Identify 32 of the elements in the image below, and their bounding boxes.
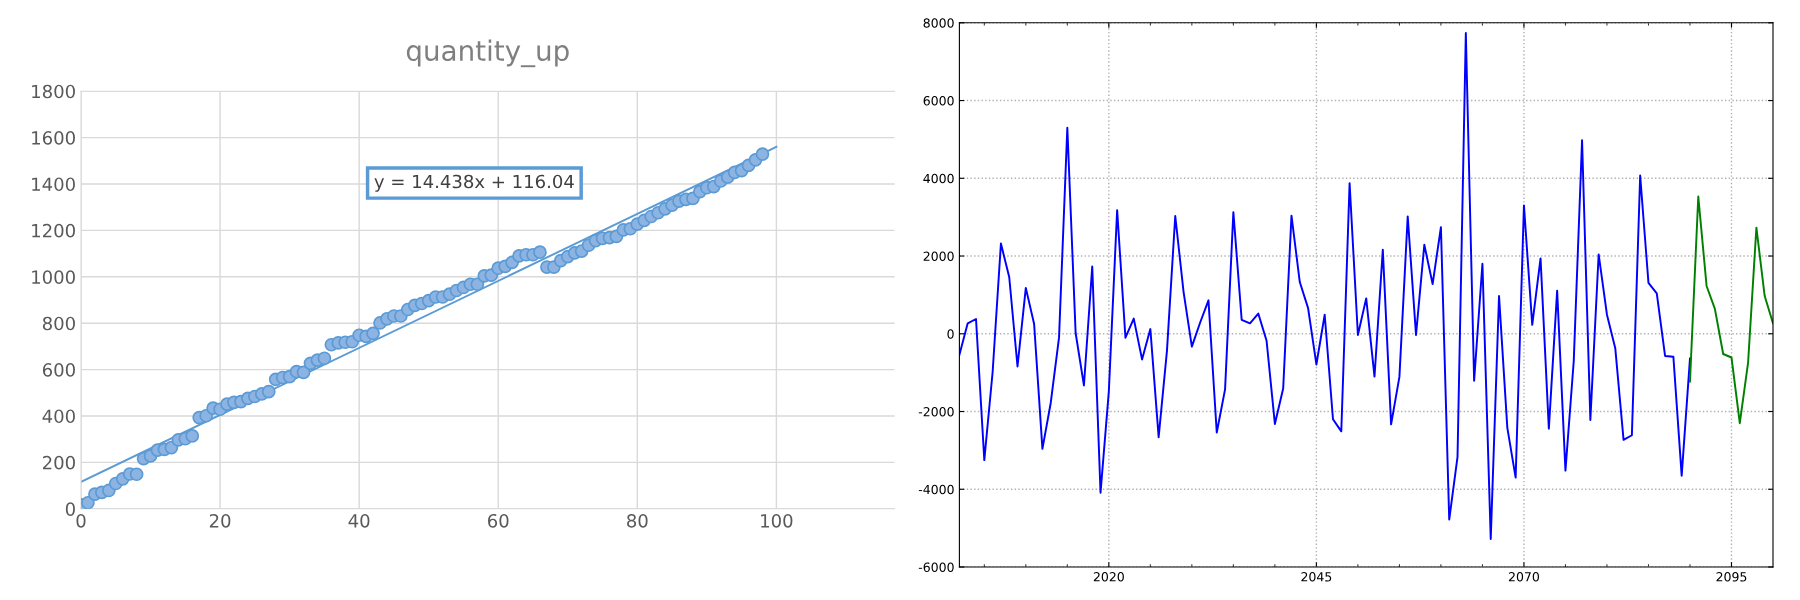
line-series [959,31,1691,540]
x-tick-label: 2095 [1716,572,1747,582]
y-tick-label: 200 [43,455,75,470]
y-tick-label: 1400 [32,177,75,192]
x-tick-label: 2045 [1301,572,1332,582]
y-tick-label: 2000 [923,251,954,261]
x-tick-label: 40 [348,513,370,528]
y-tick-label: -6000 [918,562,954,572]
x-tick-label: 2070 [1508,572,1540,582]
x-tick-label: 100 [761,513,793,528]
line-series [1689,195,1773,425]
y-tick-label: 600 [42,363,75,377]
y-tick-label: 0 [947,329,954,339]
y-tick-label: 1000 [32,270,75,284]
annotation: y = 14.438x + 116.04 [374,174,574,192]
y-tick-label: 8000 [923,18,954,28]
x-tick-label: 80 [627,513,648,528]
y-tick-label: 1600 [32,131,75,145]
y-tick-label: 1200 [32,223,75,238]
y-tick-label: 400 [42,409,75,424]
x-tick-label: 60 [488,513,509,528]
chart-title: quantity_up [406,39,569,68]
y-tick-label: -4000 [918,484,954,495]
y-tick-label: 4000 [923,173,954,184]
y-tick-label: 6000 [923,96,954,106]
x-tick-label: 20 [209,513,231,528]
y-tick-label: 800 [42,316,75,331]
y-tick-label: 0 [65,502,75,516]
x-tick-label: 2020 [1093,572,1124,582]
y-tick-label: -2000 [918,406,954,417]
y-tick-label: 1800 [32,84,75,99]
x-tick-label: 0 [76,513,86,528]
